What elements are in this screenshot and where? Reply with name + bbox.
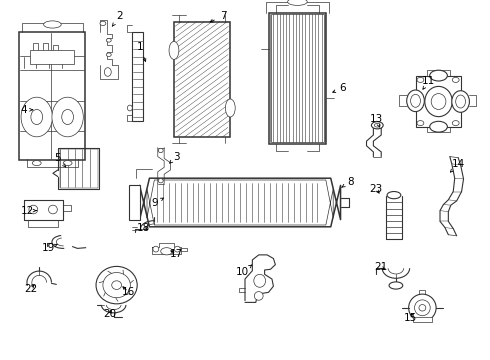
Ellipse shape: [52, 97, 83, 137]
Bar: [174, 22, 230, 137]
Text: 11: 11: [422, 76, 436, 89]
Text: 12: 12: [20, 206, 36, 216]
Ellipse shape: [387, 192, 401, 199]
Ellipse shape: [112, 281, 122, 289]
Text: 4: 4: [20, 105, 33, 115]
Ellipse shape: [374, 123, 380, 127]
Ellipse shape: [389, 282, 403, 289]
Ellipse shape: [31, 109, 43, 125]
Ellipse shape: [431, 94, 446, 109]
Ellipse shape: [254, 274, 266, 287]
Text: 13: 13: [369, 114, 383, 127]
Bar: [413, 317, 432, 322]
Ellipse shape: [407, 90, 424, 112]
Text: 23: 23: [369, 184, 383, 194]
Ellipse shape: [452, 77, 459, 82]
Bar: [30, 50, 74, 64]
Ellipse shape: [430, 121, 447, 132]
Ellipse shape: [452, 91, 469, 112]
Ellipse shape: [425, 86, 452, 117]
Text: 17: 17: [170, 249, 183, 259]
Ellipse shape: [288, 0, 307, 5]
Bar: [416, 76, 461, 127]
Ellipse shape: [452, 121, 459, 126]
Bar: [269, 13, 326, 144]
Bar: [19, 32, 85, 160]
Ellipse shape: [161, 248, 172, 255]
Ellipse shape: [430, 70, 447, 81]
Bar: [271, 14, 324, 142]
Text: 22: 22: [24, 284, 37, 294]
Ellipse shape: [371, 122, 383, 129]
Ellipse shape: [100, 21, 106, 26]
Ellipse shape: [419, 305, 426, 311]
Ellipse shape: [103, 273, 130, 298]
Bar: [129, 185, 140, 220]
Text: 19: 19: [41, 243, 57, 253]
Text: 7: 7: [210, 11, 226, 22]
Ellipse shape: [21, 97, 52, 137]
Ellipse shape: [49, 205, 57, 214]
Text: 2: 2: [112, 11, 123, 26]
Text: 14: 14: [450, 159, 465, 172]
Ellipse shape: [32, 161, 41, 166]
Ellipse shape: [254, 292, 263, 300]
Ellipse shape: [158, 179, 163, 183]
Ellipse shape: [106, 39, 111, 42]
Ellipse shape: [174, 246, 180, 252]
Ellipse shape: [96, 266, 137, 304]
Ellipse shape: [127, 105, 132, 111]
Bar: [132, 32, 143, 121]
Ellipse shape: [417, 121, 424, 126]
Text: 18: 18: [136, 222, 150, 233]
Text: 10: 10: [236, 265, 252, 277]
Text: 15: 15: [404, 312, 417, 323]
Ellipse shape: [153, 246, 159, 252]
Text: 8: 8: [342, 177, 354, 187]
Ellipse shape: [62, 109, 74, 125]
Text: 20: 20: [104, 309, 117, 319]
Ellipse shape: [106, 53, 111, 57]
Ellipse shape: [417, 77, 424, 82]
Bar: [60, 149, 98, 188]
Ellipse shape: [169, 41, 179, 59]
Ellipse shape: [104, 68, 111, 76]
Text: 1: 1: [136, 42, 146, 61]
Ellipse shape: [158, 148, 163, 153]
Text: 6: 6: [333, 83, 346, 93]
Ellipse shape: [225, 99, 235, 117]
Ellipse shape: [409, 294, 436, 321]
Text: 21: 21: [374, 262, 388, 272]
Ellipse shape: [411, 94, 420, 107]
Ellipse shape: [29, 205, 38, 214]
Ellipse shape: [44, 21, 61, 28]
Text: 5: 5: [54, 153, 66, 167]
Ellipse shape: [456, 95, 466, 108]
Text: 9: 9: [151, 198, 164, 208]
Ellipse shape: [415, 300, 430, 316]
Ellipse shape: [63, 161, 72, 166]
Text: 3: 3: [170, 152, 180, 163]
Text: 16: 16: [122, 287, 135, 297]
